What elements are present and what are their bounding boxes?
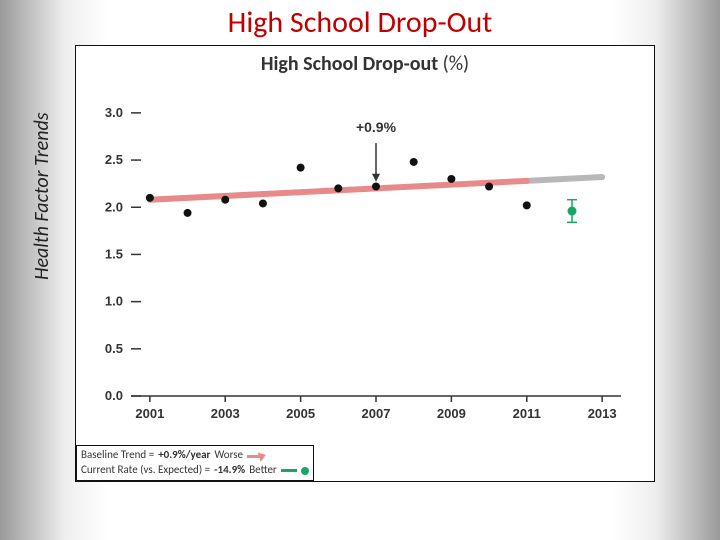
legend: Baseline Trend = +0.9%/year Worse Curren… bbox=[76, 445, 314, 481]
chart-title: High School Drop-out (%) bbox=[76, 52, 654, 76]
slide-title: High School Drop-Out bbox=[0, 4, 720, 41]
svg-text:3.0: 3.0 bbox=[105, 105, 123, 120]
better-bar-icon bbox=[281, 469, 297, 472]
legend-current-suffix: Better bbox=[249, 463, 277, 478]
legend-row-current: Current Rate (vs. Expected) = -14.9% Bet… bbox=[81, 463, 309, 478]
legend-baseline-value: +0.9%/year bbox=[158, 448, 210, 463]
svg-text:2007: 2007 bbox=[362, 406, 391, 421]
svg-text:2003: 2003 bbox=[211, 406, 240, 421]
svg-text:2.0: 2.0 bbox=[105, 199, 123, 214]
svg-text:0.0: 0.0 bbox=[105, 388, 123, 403]
legend-current-prefix: Current Rate (vs. Expected) = bbox=[81, 463, 210, 478]
svg-text:2011: 2011 bbox=[513, 406, 541, 421]
legend-baseline-prefix: Baseline Trend = bbox=[81, 448, 154, 463]
legend-current-value: -14.9% bbox=[214, 463, 245, 478]
side-label: Health Factor Trends bbox=[30, 112, 54, 280]
svg-text:0.5: 0.5 bbox=[105, 341, 123, 356]
svg-text:2013: 2013 bbox=[588, 406, 617, 421]
dropout-chart: 0.0 0.5 1.0 1.5 2.0 2.5 3.0 2001 2003 2005 2007 200… bbox=[76, 76, 636, 446]
svg-text:+0.9%: +0.9% bbox=[356, 119, 397, 135]
better-dot-icon bbox=[301, 467, 309, 475]
svg-text:2.5: 2.5 bbox=[105, 152, 123, 167]
svg-text:2009: 2009 bbox=[437, 406, 466, 421]
chart-title-main: High School Drop-out bbox=[261, 52, 438, 76]
legend-baseline-suffix: Worse bbox=[214, 448, 243, 463]
worse-arrow-icon bbox=[247, 452, 267, 460]
svg-text:1.5: 1.5 bbox=[105, 246, 123, 261]
svg-text:2001: 2001 bbox=[135, 406, 164, 421]
svg-text:1.0: 1.0 bbox=[105, 294, 123, 309]
svg-text:2005: 2005 bbox=[286, 406, 315, 421]
slide: High School Drop-Out Health Factor Trend… bbox=[0, 0, 720, 540]
legend-row-baseline: Baseline Trend = +0.9%/year Worse bbox=[81, 448, 309, 463]
chart-frame: High School Drop-out (%) 0.0 0.5 1.0 1.5 2.0… bbox=[75, 45, 655, 482]
chart-title-suffix: (%) bbox=[438, 52, 469, 76]
